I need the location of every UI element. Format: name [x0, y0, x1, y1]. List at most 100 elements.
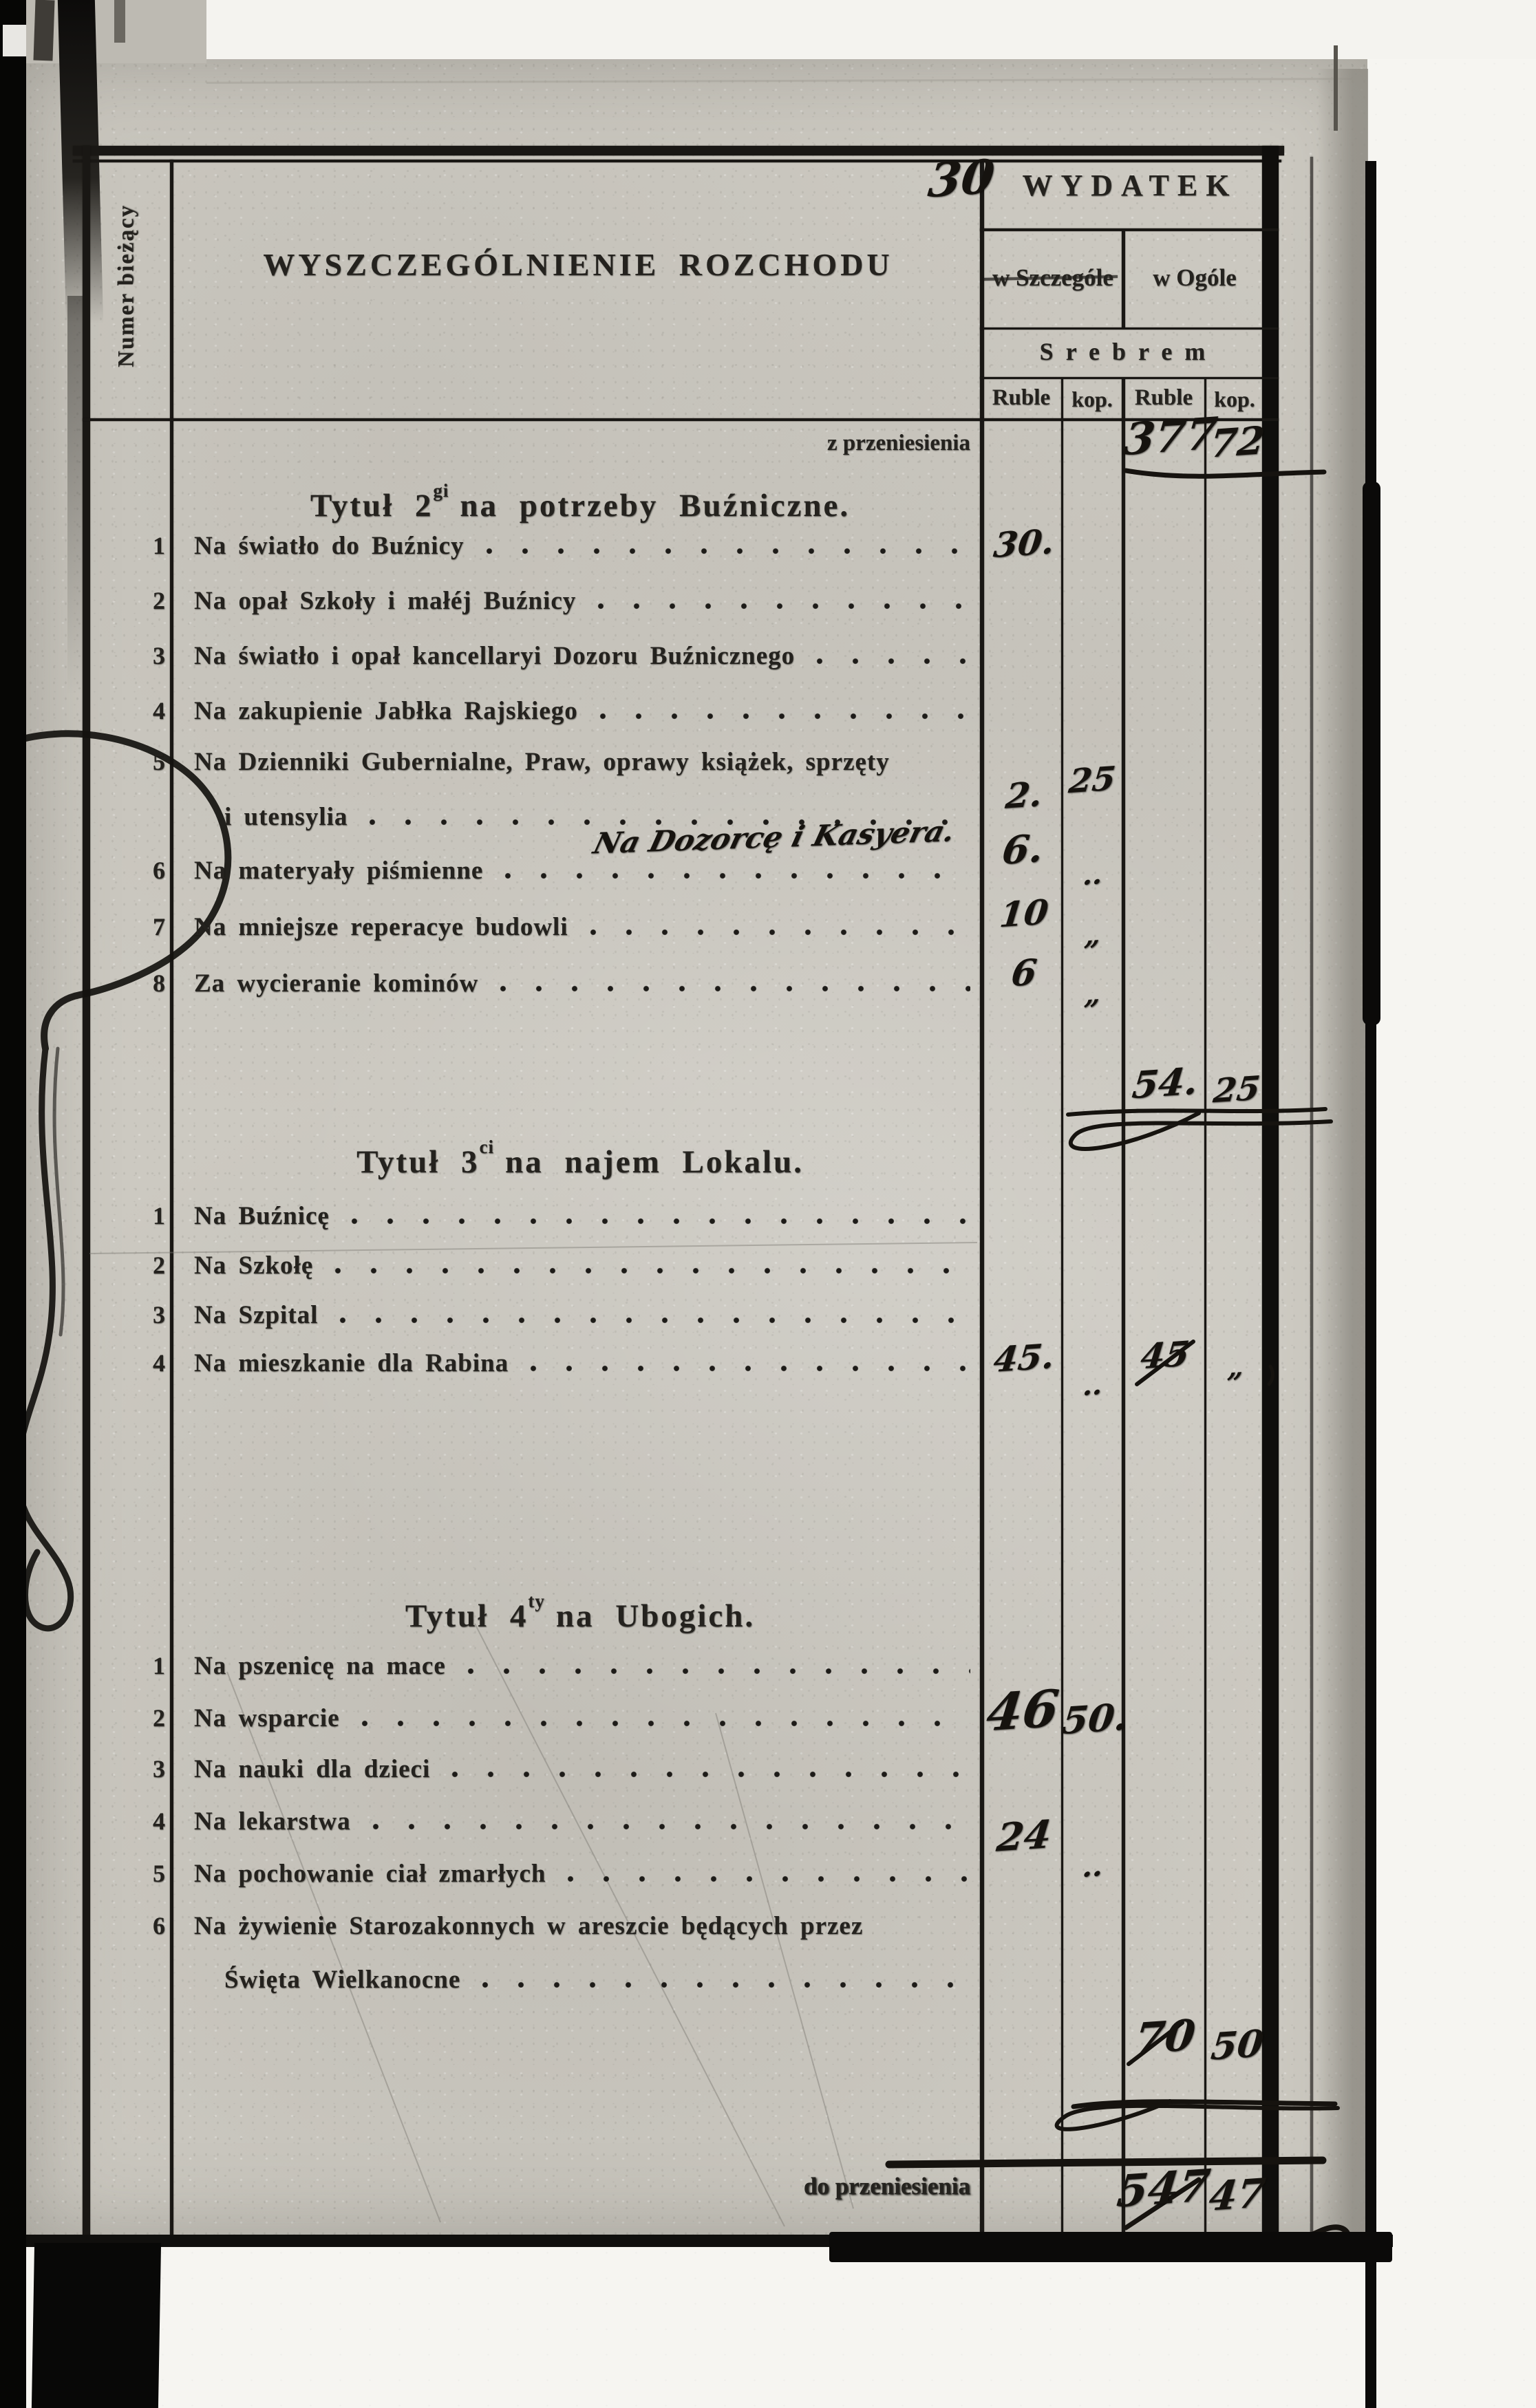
dot-leader	[815, 657, 970, 665]
subtotal-ogole-ruble: 70	[1132, 2010, 1198, 2064]
amount-szczegole-ruble: 6	[1009, 951, 1039, 996]
srebrem-rule	[980, 377, 1279, 379]
section-title-text: na Ubogich.	[555, 1598, 756, 1634]
row-label: Na opał Szkoły i małéj Buźnicy	[194, 587, 577, 615]
table-row: 2 Na opał Szkoły i małéj Buźnicy	[88, 586, 977, 616]
table-row: 4 Na lekarstwa	[88, 1807, 977, 1836]
subtotal-ogole-kop: 25	[1211, 1068, 1262, 1111]
row-label: i utensylia	[224, 803, 348, 831]
table-row: 2 Na Szkołę	[88, 1251, 977, 1280]
table-row: 1 Na pszenicę na mace	[88, 1651, 977, 1681]
strike-547	[1123, 2177, 1202, 2230]
table-row: 6 Na materyały piśmienne	[88, 856, 977, 885]
section-title-tytul-4: Tytuł 4ty na Ubogich.	[178, 1591, 983, 1635]
row-label: Na nauki dla dzieci	[194, 1755, 431, 1783]
row-label: Na Szkołę	[194, 1251, 314, 1280]
column-header-w-szczegole: w Szczególe	[992, 264, 1113, 291]
carry-in-label: z przeniesienia	[826, 431, 970, 455]
wydatek-bottom-rule	[980, 228, 1279, 231]
dot-leader	[597, 602, 970, 610]
dot-leader	[339, 1316, 970, 1324]
table-row: 3 Na światło i opał kancellaryi Dozoru B…	[88, 641, 977, 671]
paper-scratch	[89, 1242, 978, 1254]
row-label: Na Szpital	[194, 1301, 319, 1329]
section-title-text: Tytuł 3	[356, 1144, 480, 1180]
subtotal4-rule	[1071, 2099, 1338, 2109]
table-border-left	[83, 146, 90, 2242]
table-row: 4 Na zakupienie Jabłka Rajskiego	[88, 696, 977, 726]
dot-leader	[350, 1217, 970, 1225]
amount-szczegole-ruble: 24	[994, 1812, 1054, 1861]
row-number: 2	[153, 1251, 165, 1279]
page-bottom-edge-thick	[829, 2232, 1392, 2262]
section-title-tytul-3: Tytuł 3ci na najem Lokalu.	[178, 1137, 983, 1181]
subtotal4-flourish	[1054, 2099, 1340, 2131]
ogole-kop-divider	[1204, 378, 1206, 2242]
subtotal-ogole-ruble: 54.	[1130, 1058, 1200, 1108]
row-number: 3	[153, 1301, 165, 1329]
amount-szczegole-kop: 50.	[1060, 1694, 1130, 1743]
amount-szczegole-ruble: 30.	[991, 521, 1057, 566]
amount-szczegole-ruble: 45.	[991, 1335, 1057, 1380]
column-header-w-ogole: w Ogóle	[1153, 264, 1237, 291]
subheader-rule	[980, 327, 1279, 330]
film-strip-left	[0, 0, 26, 2408]
amount-ogole-ruble-struck: 45	[1138, 1333, 1192, 1377]
row-label: Na materyały piśmienne	[194, 857, 484, 885]
amount-ogole-kop-ditto: „	[1226, 1351, 1246, 1384]
top-margin-white	[200, 0, 1536, 59]
strike-45	[1135, 1340, 1195, 1386]
row-label: Za wycieranie kominów	[194, 969, 479, 998]
table-row-continuation: Święta Wielkanocne	[88, 1965, 977, 1995]
table-row: 8 Za wycieranie kominów	[88, 969, 977, 998]
table-border-top-heavy	[73, 146, 1284, 155]
page-fold-line	[1310, 157, 1313, 2243]
dot-leader	[371, 1823, 970, 1831]
dot-leader	[451, 1770, 970, 1778]
row-number: 6	[153, 1912, 165, 1939]
row-number: 1	[153, 1652, 165, 1679]
column-header-ruble-1: Ruble	[992, 385, 1051, 410]
amount-szczegole-ruble: 2.	[1003, 773, 1045, 817]
dot-leader	[566, 1875, 970, 1883]
row-label: Na Dzienniki Gubernialne, Praw, oprawy k…	[194, 748, 890, 776]
amount-szczegole-ruble: 10	[997, 891, 1051, 936]
table-border-right	[1262, 146, 1279, 2242]
film-mark	[114, 0, 125, 43]
dot-leader	[484, 547, 970, 555]
szczegole-kop-divider	[1061, 378, 1063, 2242]
row-label: Na żywienie Starozakonnych w areszcie bę…	[194, 1912, 864, 1940]
row-number: 6	[153, 857, 165, 884]
binding-thread-strand	[52, 1046, 65, 1337]
row-number: 4	[153, 697, 165, 724]
dot-leader	[334, 1267, 970, 1275]
row-label: Na pszenicę na mace	[194, 1652, 446, 1680]
table-row: 5 Na pochowanie ciał zmarłych	[88, 1859, 977, 1889]
right-paper-edge	[1317, 69, 1368, 2240]
dot-leader	[598, 712, 970, 720]
book-edge-line-right-thick	[1363, 482, 1380, 1025]
carry-out-label: do przeniesienia	[803, 2173, 970, 2200]
carry-in-ogole-ruble: 377	[1121, 407, 1220, 466]
amounts-divider	[980, 160, 984, 2242]
numer-column-divider	[170, 160, 173, 2242]
column-header-kop-2: kop.	[1214, 387, 1255, 411]
row-number: 1	[153, 532, 165, 559]
row-label: Na światło do Buźnicy	[194, 532, 465, 560]
row-number: 2	[153, 587, 165, 614]
paper-background	[25, 58, 1367, 2240]
szczegole-ogole-divider	[1122, 231, 1125, 329]
column-header-numer-biezacy: Numer bieżący	[114, 204, 139, 367]
dot-leader	[529, 1364, 970, 1373]
section-title-ordinal: ci	[479, 1137, 495, 1157]
row-number: 7	[153, 913, 165, 940]
row-number: 5	[153, 1860, 165, 1887]
section-title-ordinal: gi	[433, 480, 449, 501]
dot-leader	[368, 818, 970, 826]
row-number: 1	[153, 1202, 165, 1229]
carry-out-ogole-ruble: 547	[1114, 2160, 1213, 2218]
row-label: Święta Wielkanocne	[224, 1966, 461, 1994]
subtotal-ogole-kop: 50	[1208, 2021, 1266, 2069]
film-strip-notch	[3, 25, 26, 56]
ogole-column-divider	[1122, 378, 1125, 2242]
